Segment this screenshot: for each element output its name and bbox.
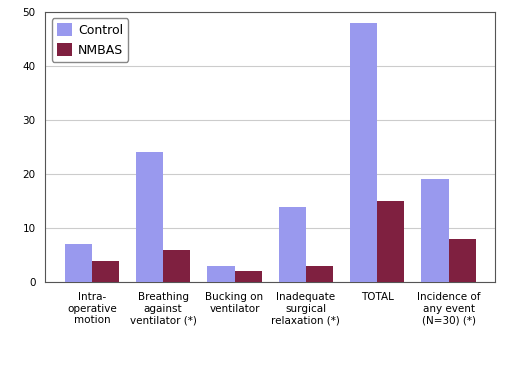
Bar [377,201,405,282]
Bar [448,239,476,282]
Bar [92,261,119,282]
Bar [163,250,190,282]
Bar [208,266,234,282]
Legend: Control, NMBAS: Control, NMBAS [52,18,128,62]
Bar [234,271,262,282]
Bar [136,152,163,282]
Bar [279,207,306,282]
Bar [306,266,333,282]
Bar [350,23,377,282]
Bar [421,180,448,282]
Bar [65,244,92,282]
